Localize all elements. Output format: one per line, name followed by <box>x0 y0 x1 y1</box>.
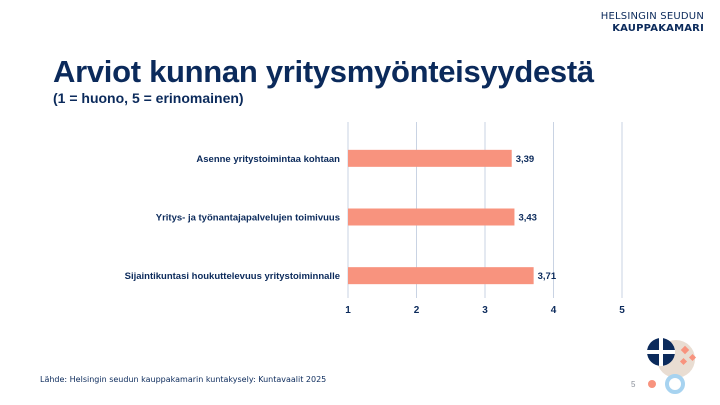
decorative-graphic <box>647 338 697 394</box>
value-label-2: 3,43 <box>518 213 537 224</box>
x-tick-label-2: 2 <box>414 305 420 316</box>
value-label-1: 3,39 <box>516 154 535 165</box>
deco-diamond-3 <box>679 357 688 366</box>
deco-blue-ring <box>665 374 685 394</box>
deco-coral-dot <box>648 380 656 388</box>
page-number: 5 <box>631 380 636 389</box>
category-label-1: Asenne yritystoimintaa kohtaan <box>196 154 340 165</box>
page-subtitle: (1 = huono, 5 = erinomainen) <box>53 90 244 106</box>
source-note: Lähde: Helsingin seudun kauppakamarin ku… <box>40 375 327 384</box>
category-label-3: Sijaintikuntasi houkuttelevuus yritystoi… <box>125 271 340 282</box>
bar-1 <box>348 149 512 167</box>
deco-cross-horizontal <box>647 350 675 354</box>
page-title: Arviot kunnan yritysmyönteisyydestä <box>53 54 594 89</box>
bar-3 <box>348 267 534 285</box>
bar-2 <box>348 208 515 226</box>
deco-diamond-2 <box>688 353 697 362</box>
brand-logo-text: HELSINGIN SEUDUN KAUPPAKAMARI <box>601 11 704 35</box>
category-label-2: Yritys- ja työnantajapalvelujen toimivuu… <box>156 213 340 224</box>
x-tick-label-1: 1 <box>345 305 351 316</box>
x-tick-label-3: 3 <box>482 305 488 316</box>
brand-line-2: KAUPPAKAMARI <box>612 23 704 34</box>
x-tick-label-5: 5 <box>619 305 625 316</box>
value-label-3: 3,71 <box>538 271 557 282</box>
x-tick-label-4: 4 <box>551 305 557 316</box>
brand-line-1: HELSINGIN SEUDUN <box>600 11 704 22</box>
